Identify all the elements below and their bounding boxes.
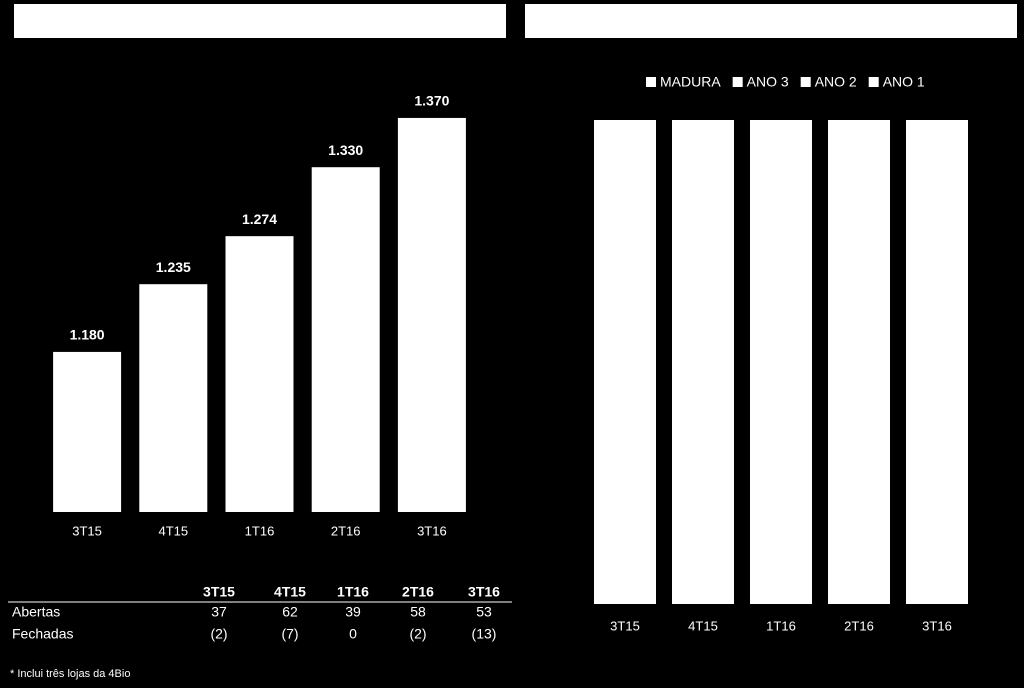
bar-segment: [594, 483, 656, 604]
x-tick-label: 3T16: [417, 523, 447, 538]
bar-segment: [672, 483, 734, 604]
title-box: [14, 4, 506, 38]
table-header: 1T16: [337, 584, 369, 600]
legend-label: MADURA: [660, 74, 721, 90]
x-tick-label: 2T16: [331, 523, 361, 538]
row-label: Abertas: [12, 604, 60, 620]
bar-segment: [750, 362, 812, 483]
bar-segment: [750, 120, 812, 241]
table-cell: 62: [282, 604, 298, 620]
table-cell: 37: [211, 604, 227, 620]
bar-segment: [906, 241, 968, 362]
bar-segment: [828, 241, 890, 362]
table-header: 3T15: [203, 584, 235, 600]
bar-segment: [594, 120, 656, 241]
bar-segment: [594, 241, 656, 362]
legend-swatch: [732, 77, 743, 87]
legend-label: ANO 1: [883, 74, 925, 90]
bar-segment: [906, 483, 968, 604]
bar-segment: [672, 362, 734, 483]
bar-segment: [750, 241, 812, 362]
x-tick-label: 3T15: [72, 523, 102, 538]
bar: [53, 351, 122, 512]
x-tick-label: 1T16: [766, 618, 796, 633]
x-tick-label: 3T16: [922, 618, 952, 633]
data-label: 1.370: [414, 93, 449, 109]
table-cell: 0: [349, 626, 357, 642]
bar-segment: [594, 362, 656, 483]
legend-label: ANO 3: [747, 74, 789, 90]
bar-segment: [750, 483, 812, 604]
legend-swatch: [868, 77, 879, 87]
x-tick-label: 4T15: [158, 523, 188, 538]
bar-segment: [828, 483, 890, 604]
bar-segment: [906, 362, 968, 483]
row-label: Fechadas: [12, 626, 73, 642]
table-header: 2T16: [402, 584, 434, 600]
x-tick-label: 4T15: [688, 618, 718, 633]
legend-swatch: [800, 77, 811, 87]
bar-segment: [828, 362, 890, 483]
bar-segment: [828, 120, 890, 241]
data-label: 1.274: [242, 211, 277, 227]
bar-segment: [672, 241, 734, 362]
data-label: 1.235: [156, 259, 191, 275]
bar-segment: [672, 120, 734, 241]
table-cell: (2): [210, 626, 227, 642]
data-label: 1.330: [328, 142, 363, 158]
bar: [225, 236, 294, 512]
table-header: 4T15: [274, 584, 306, 600]
table-cell: 39: [345, 604, 361, 620]
bar: [397, 117, 466, 512]
bar: [311, 167, 380, 512]
table-cell: (2): [409, 626, 426, 642]
table-header: 3T16: [468, 584, 500, 600]
table-cell: 58: [410, 604, 426, 620]
data-label: 1.180: [70, 327, 105, 343]
x-tick-label: 1T16: [245, 523, 275, 538]
x-tick-label: 3T15: [610, 618, 640, 633]
x-tick-label: 2T16: [844, 618, 874, 633]
legend-swatch: [646, 77, 656, 87]
bar: [139, 284, 208, 512]
table-cell: 53: [476, 604, 492, 620]
bar-segment: [906, 120, 968, 241]
table-cell: (7): [281, 626, 298, 642]
title-box: [525, 4, 1017, 38]
legend-label: ANO 2: [815, 74, 857, 90]
table-cell: (13): [472, 626, 497, 642]
footnote: * Inclui três lojas da 4Bio: [10, 668, 130, 680]
